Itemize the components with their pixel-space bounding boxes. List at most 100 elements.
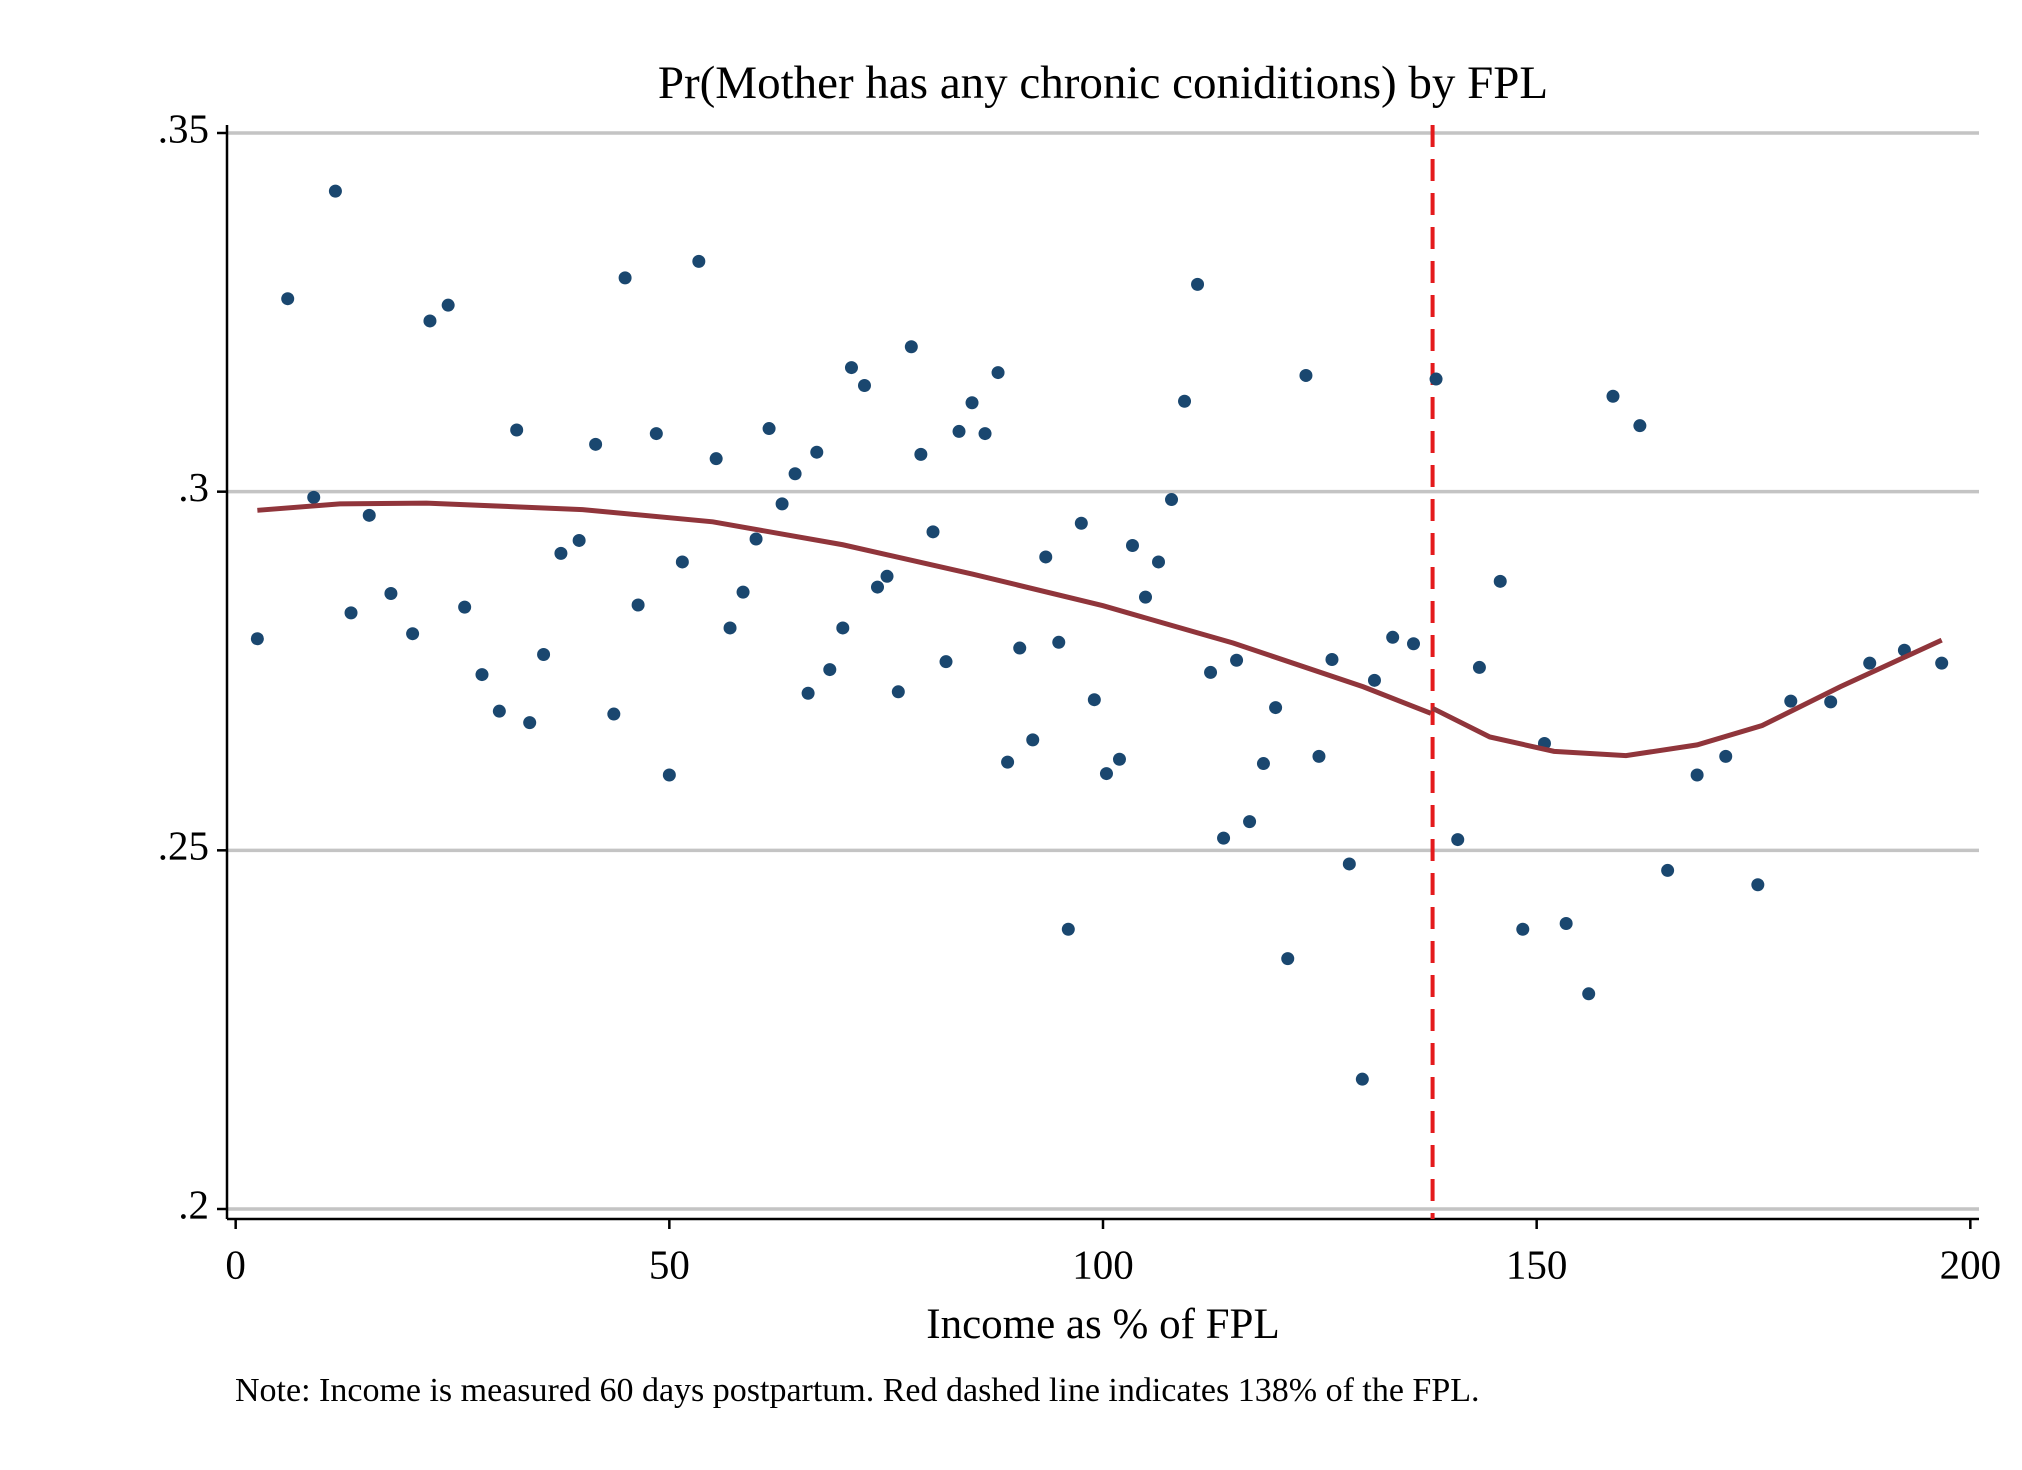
- scatter-point: [939, 655, 953, 669]
- scatter-point: [1074, 516, 1088, 530]
- scatter-point: [441, 298, 455, 312]
- scatter-point: [1165, 493, 1179, 507]
- chart-note: Note: Income is measured 60 days postpar…: [235, 1372, 1480, 1409]
- scatter-point: [788, 467, 802, 481]
- scatter-point: [1690, 768, 1704, 782]
- fit-line: [257, 500, 1432, 716]
- scatter-point: [662, 768, 676, 782]
- scatter-point: [675, 555, 689, 569]
- scatter-point: [458, 600, 472, 614]
- scatter-point: [1342, 857, 1356, 871]
- scatter-point: [1052, 635, 1066, 649]
- scatter-point: [1582, 987, 1596, 1001]
- scatter-point: [1087, 693, 1101, 707]
- x-tick-label: 0: [225, 1241, 246, 1287]
- fit-line: [1431, 637, 1943, 759]
- scatter-point: [1606, 389, 1620, 403]
- scatter-point: [1001, 755, 1015, 769]
- scatter-point: [904, 340, 918, 354]
- scatter-point: [1516, 922, 1530, 936]
- scatter-point: [589, 437, 603, 451]
- scatter-point: [362, 508, 376, 522]
- scatter-point: [1191, 277, 1205, 291]
- scatter-point: [1863, 656, 1877, 670]
- scatter-point: [844, 361, 858, 375]
- scatter-point: [801, 686, 815, 700]
- scatter-point: [857, 379, 871, 393]
- scatter-point: [952, 424, 966, 438]
- scatter-point: [1281, 952, 1295, 966]
- y-tick-label: .3: [178, 464, 209, 510]
- scatter-point: [1355, 1072, 1369, 1086]
- scatter-point: [554, 546, 568, 560]
- scatter-point: [965, 396, 979, 410]
- scatter-point: [1784, 694, 1798, 708]
- scatter-point: [823, 663, 837, 677]
- scatter-point: [1230, 653, 1244, 667]
- scatter-point: [1386, 630, 1400, 644]
- scatter-point: [1633, 419, 1647, 433]
- scatter-point: [1661, 863, 1675, 877]
- scatter-point: [537, 648, 551, 662]
- scatter-point: [1099, 767, 1113, 781]
- scatter-point: [692, 254, 706, 268]
- scatter-point: [926, 525, 940, 539]
- scatter-point: [1217, 831, 1231, 845]
- scatter-point: [250, 632, 264, 646]
- scatter-point: [749, 532, 763, 546]
- scatter-point: [723, 621, 737, 635]
- scatter-point: [572, 533, 586, 547]
- y-tick-label: .2: [178, 1181, 209, 1227]
- scatter-point: [384, 587, 398, 601]
- scatter-point: [649, 427, 663, 441]
- scatter-point: [1178, 394, 1192, 408]
- scatter-point: [1559, 917, 1573, 931]
- scatter-point: [475, 668, 489, 682]
- x-tick-label: 150: [1506, 1241, 1568, 1287]
- scatter-point: [510, 423, 524, 437]
- chart-title: Pr(Mother has any chronic coniditions) b…: [658, 57, 1548, 109]
- scatter-point: [1751, 878, 1765, 892]
- scatter-point: [991, 366, 1005, 380]
- x-tick-label: 200: [1940, 1241, 2002, 1287]
- scatter-point: [1204, 665, 1218, 679]
- scatter-point: [1269, 701, 1283, 715]
- scatter-point: [1013, 641, 1027, 655]
- scatter-point: [406, 627, 420, 641]
- scatter-point: [1935, 656, 1949, 670]
- scatter-point: [1451, 833, 1465, 847]
- scatter-point: [1407, 637, 1421, 651]
- scatter-point: [1112, 752, 1126, 766]
- scatter-point: [880, 569, 894, 583]
- scatter-point: [1493, 574, 1507, 588]
- x-axis-label: Income as % of FPL: [926, 1301, 1280, 1348]
- scatter-point: [762, 422, 776, 436]
- scatter-point: [423, 314, 437, 328]
- scatter-point: [775, 497, 789, 511]
- scatter-point: [1243, 815, 1257, 829]
- scatter-point: [1429, 372, 1443, 386]
- scatter-point: [1719, 749, 1733, 763]
- scatter-point: [1061, 922, 1075, 936]
- scatter-point: [307, 490, 321, 504]
- scatter-point: [607, 707, 621, 721]
- scatter-point: [1367, 673, 1381, 687]
- scatter-point: [1472, 660, 1486, 674]
- scatter-point: [914, 447, 928, 461]
- scatter-point: [1026, 733, 1040, 747]
- scatter-point: [344, 606, 358, 620]
- scatter-point: [1039, 550, 1053, 564]
- scatter-point: [736, 585, 750, 599]
- scatter-point: [978, 427, 992, 441]
- x-tick-label: 50: [649, 1241, 690, 1287]
- scatter-point: [281, 292, 295, 306]
- scatter-point: [1312, 749, 1326, 763]
- scatter-point: [1299, 368, 1313, 382]
- scatter-point: [810, 445, 824, 459]
- scatter-point: [1256, 757, 1270, 771]
- scatter-point: [891, 685, 905, 699]
- scatter-point: [1125, 538, 1139, 552]
- y-tick-label: .35: [158, 105, 209, 151]
